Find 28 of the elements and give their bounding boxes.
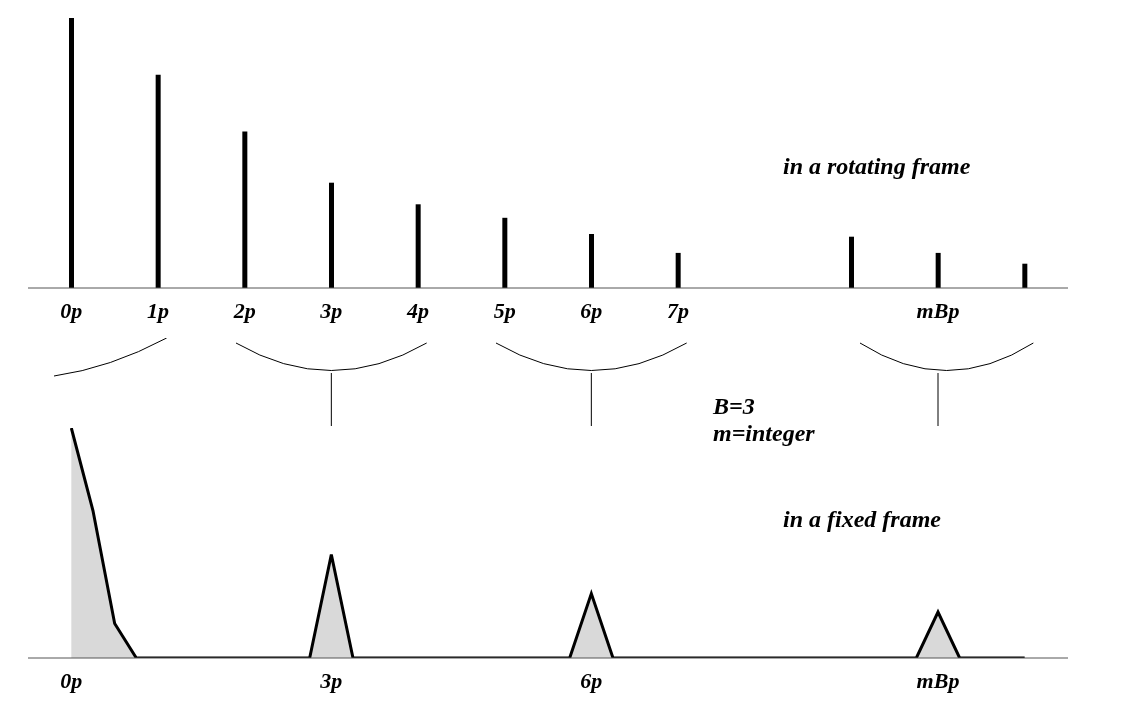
bar — [849, 236, 854, 288]
x-tick-label: 0p — [60, 298, 83, 323]
bar — [69, 18, 74, 288]
bar — [935, 252, 941, 288]
x-tick-label: 3p — [319, 668, 343, 693]
x-tick-label: 1p — [147, 298, 169, 323]
x-tick-label: 5p — [493, 298, 516, 323]
x-tick-label: 6p — [580, 298, 603, 323]
bar — [1022, 263, 1028, 288]
bar — [329, 182, 334, 288]
x-tick-label: 6p — [580, 668, 603, 693]
annotation: m=integer — [713, 420, 815, 447]
bar — [242, 131, 248, 288]
x-tick-label: 4p — [406, 298, 429, 323]
x-tick-label: mBp — [916, 298, 960, 323]
x-tick-label: 3p — [319, 298, 343, 323]
bar — [589, 234, 594, 288]
bar — [415, 204, 421, 288]
x-tick-label: 7p — [667, 298, 689, 323]
text: B=3 — [713, 393, 755, 420]
x-tick-label: 2p — [232, 298, 256, 323]
annotation: in a fixed frame — [783, 506, 941, 533]
bar — [675, 252, 681, 288]
bar — [155, 74, 161, 288]
bar — [502, 217, 508, 288]
x-tick-label: 0p — [60, 668, 83, 693]
x-tick-label: mBp — [916, 668, 960, 693]
annotation: in a rotating frame — [783, 153, 971, 180]
